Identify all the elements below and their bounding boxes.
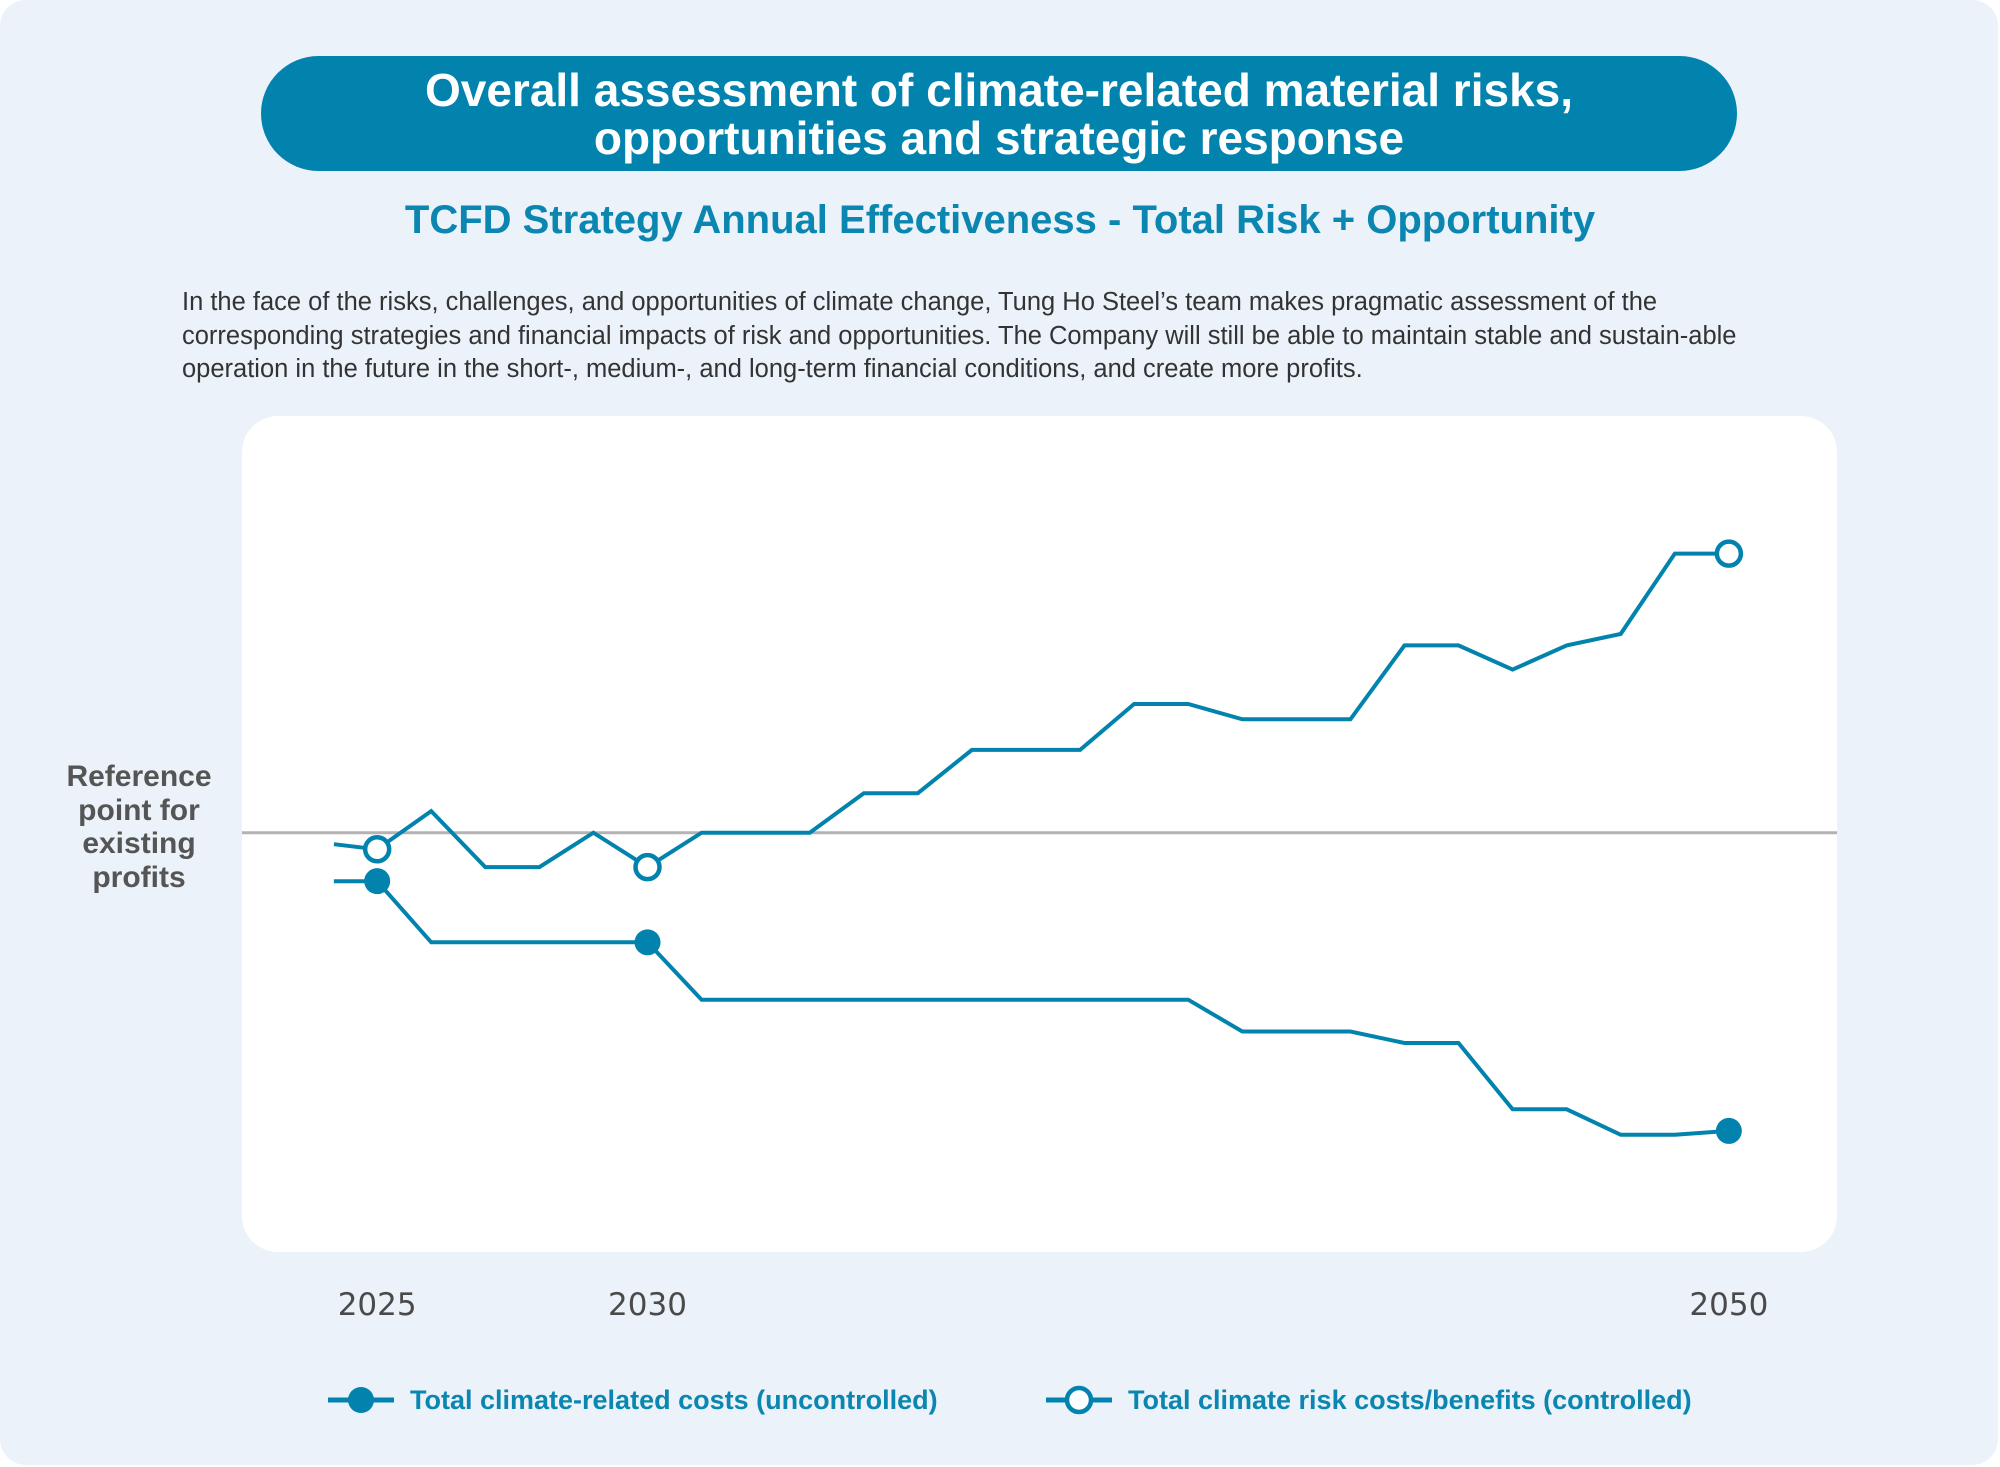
x-tick-label: 2050	[1689, 1287, 1769, 1323]
x-tick-label: 2025	[337, 1287, 417, 1323]
reference-line-label: Reference point for existing profits	[66, 760, 212, 894]
filled-circle-marker-icon	[328, 1387, 394, 1413]
chart-card	[242, 416, 1837, 1252]
legend-item-uncontrolled: Total climate-related costs (uncontrolle…	[326, 1380, 938, 1420]
intro-paragraph: In the face of the risks, challenges, an…	[182, 288, 1737, 383]
legend-label: Total climate-related costs (uncontrolle…	[410, 1384, 938, 1415]
legend-label: Total climate risk costs/benefits (contr…	[1128, 1384, 1692, 1415]
x-tick-label: 2030	[608, 1287, 687, 1323]
legend-item-controlled: Total climate risk costs/benefits (contr…	[1044, 1380, 1692, 1420]
chart-title: TCFD Strategy Annual Effectiveness - Tot…	[404, 198, 1596, 242]
hollow-circle-marker-icon	[1046, 1385, 1112, 1415]
title-banner: Overall assessment of climate-related ma…	[261, 56, 1737, 171]
banner-title: Overall assessment of climate-related ma…	[424, 63, 1574, 164]
